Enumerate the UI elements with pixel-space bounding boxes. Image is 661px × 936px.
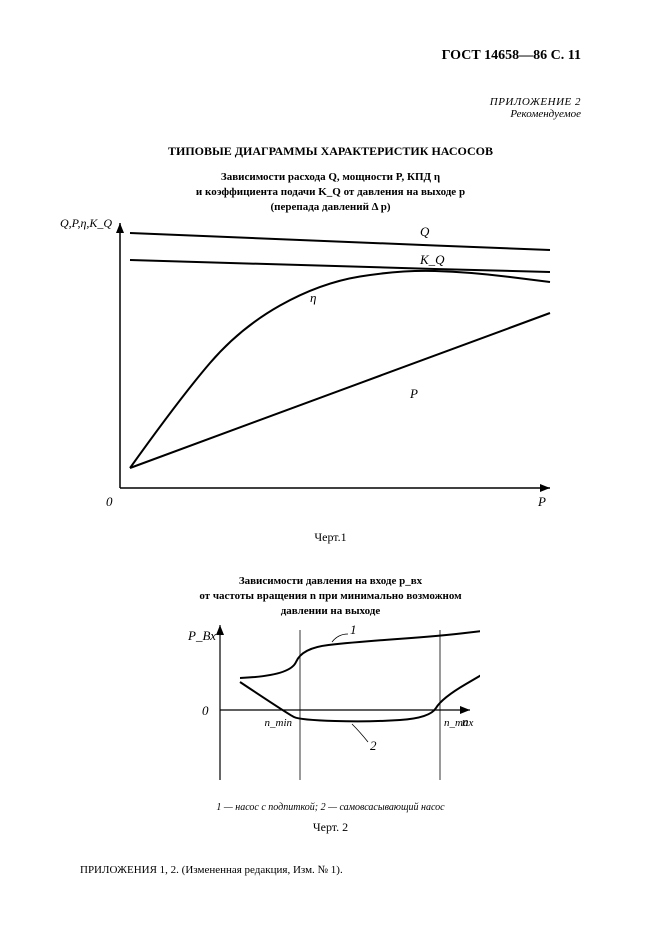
footnote: ПРИЛОЖЕНИЯ 1, 2. (Измененная редакция, И… (80, 864, 343, 876)
appendix-number: ПРИЛОЖЕНИЕ 2 (490, 96, 581, 108)
appendix-block: ПРИЛОЖЕНИЕ 2 Рекомендуемое (490, 96, 581, 120)
svg-text:K_Q: K_Q (419, 252, 445, 267)
chart2-svg: P_Вх 0 n_min n_maxn 1 2 (180, 620, 480, 790)
chart2: P_Вх 0 n_min n_maxn 1 2 (180, 620, 480, 790)
chart2-legend: 1 — насос с подпиткой; 2 — самовсасывающ… (0, 802, 661, 813)
chart2-subtitle-l2: от частоты вращения n при минимально воз… (199, 590, 461, 602)
appendix-type: Рекомендуемое (490, 108, 581, 120)
svg-text:0: 0 (106, 494, 113, 509)
chart2-subtitle: Зависимости давления на входе p_вх от ча… (0, 574, 661, 619)
svg-text:P: P (537, 494, 546, 509)
chart2-subtitle-l1: Зависимости давления на входе p_вх (239, 575, 422, 587)
page-header: ГОСТ 14658—86 С. 11 (442, 48, 581, 64)
main-title: ТИПОВЫЕ ДИАГРАММЫ ХАРАКТЕРИСТИК НАСОСОВ (0, 144, 661, 159)
chart1-subtitle-l1: Зависимости расхода Q, мощности P, КПД η (221, 171, 440, 183)
chart1-svg: Q K_Q η P 0 P (100, 218, 560, 518)
chart1: Q K_Q η P 0 P (100, 218, 560, 518)
svg-text:1: 1 (350, 622, 357, 637)
svg-text:P: P (409, 386, 418, 401)
chart2-caption: Черт. 2 (0, 820, 661, 835)
svg-text:2: 2 (370, 738, 377, 753)
svg-text:n_max: n_max (444, 717, 473, 729)
chart1-subtitle-l2: и коэффициента подачи K_Q от давления на… (196, 186, 465, 198)
svg-text:n_min: n_min (265, 717, 293, 729)
chart1-subtitle: Зависимости расхода Q, мощности P, КПД η… (0, 170, 661, 215)
chart1-subtitle-l3: (перепада давлений Δ p) (270, 201, 390, 213)
chart1-caption: Черт.1 (0, 530, 661, 545)
page: ГОСТ 14658—86 С. 11 ПРИЛОЖЕНИЕ 2 Рекомен… (0, 0, 661, 936)
svg-text:0: 0 (202, 703, 209, 718)
svg-text:n: n (462, 714, 469, 729)
svg-text:Q: Q (420, 224, 430, 239)
chart2-subtitle-l3: давлении на выходе (281, 605, 381, 617)
svg-text:η: η (310, 290, 316, 305)
svg-text:P_Вх: P_Вх (187, 628, 216, 643)
